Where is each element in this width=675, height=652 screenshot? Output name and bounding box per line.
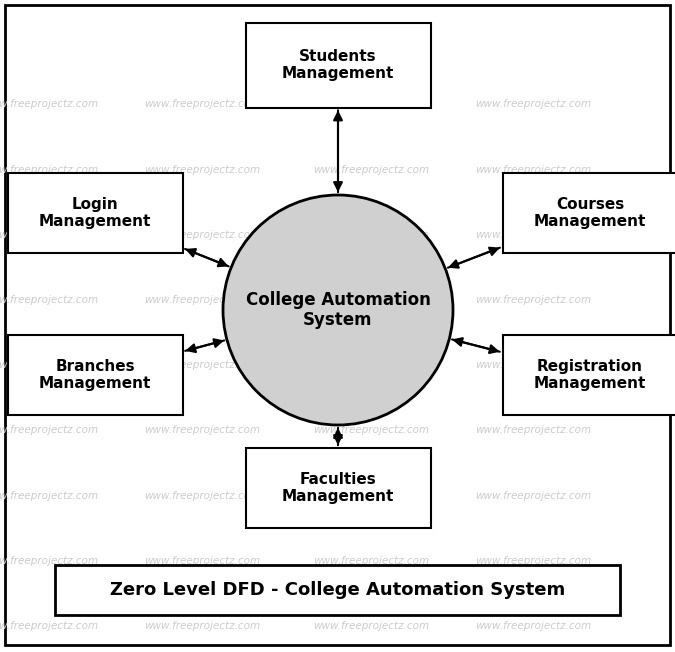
Text: www.freeprojectz.com: www.freeprojectz.com <box>144 164 261 175</box>
Text: www.freeprojectz.com: www.freeprojectz.com <box>144 230 261 240</box>
Text: www.freeprojectz.com: www.freeprojectz.com <box>313 425 429 436</box>
Text: www.freeprojectz.com: www.freeprojectz.com <box>144 621 261 631</box>
Circle shape <box>223 195 453 425</box>
Text: www.freeprojectz.com: www.freeprojectz.com <box>475 425 591 436</box>
Text: Branches
Management: Branches Management <box>38 359 151 391</box>
Text: www.freeprojectz.com: www.freeprojectz.com <box>0 99 99 110</box>
Bar <box>246 23 431 108</box>
Text: Students
Management: Students Management <box>282 49 394 82</box>
Bar <box>502 335 675 415</box>
Text: Courses
Management: Courses Management <box>534 197 646 230</box>
Text: www.freeprojectz.com: www.freeprojectz.com <box>144 99 261 110</box>
Text: www.freeprojectz.com: www.freeprojectz.com <box>475 621 591 631</box>
Bar <box>246 448 431 528</box>
Bar <box>55 565 620 615</box>
Text: www.freeprojectz.com: www.freeprojectz.com <box>475 99 591 110</box>
Bar <box>7 335 182 415</box>
Text: www.freeprojectz.com: www.freeprojectz.com <box>475 230 591 240</box>
Text: Zero Level DFD - College Automation System: Zero Level DFD - College Automation Syst… <box>110 581 565 599</box>
Text: www.freeprojectz.com: www.freeprojectz.com <box>313 99 429 110</box>
Text: www.freeprojectz.com: www.freeprojectz.com <box>475 164 591 175</box>
Text: www.freeprojectz.com: www.freeprojectz.com <box>313 360 429 370</box>
Text: www.freeprojectz.com: www.freeprojectz.com <box>0 490 99 501</box>
Text: www.freeprojectz.com: www.freeprojectz.com <box>0 360 99 370</box>
Text: www.freeprojectz.com: www.freeprojectz.com <box>0 164 99 175</box>
Text: www.freeprojectz.com: www.freeprojectz.com <box>0 556 99 566</box>
Text: www.freeprojectz.com: www.freeprojectz.com <box>0 425 99 436</box>
Bar <box>7 173 182 253</box>
Text: www.freeprojectz.com: www.freeprojectz.com <box>0 621 99 631</box>
Text: www.freeprojectz.com: www.freeprojectz.com <box>313 230 429 240</box>
Text: www.freeprojectz.com: www.freeprojectz.com <box>313 490 429 501</box>
Text: www.freeprojectz.com: www.freeprojectz.com <box>144 295 261 305</box>
Text: www.freeprojectz.com: www.freeprojectz.com <box>475 360 591 370</box>
Text: www.freeprojectz.com: www.freeprojectz.com <box>0 230 99 240</box>
Text: www.freeprojectz.com: www.freeprojectz.com <box>475 295 591 305</box>
Text: www.freeprojectz.com: www.freeprojectz.com <box>475 490 591 501</box>
Text: www.freeprojectz.com: www.freeprojectz.com <box>144 360 261 370</box>
Bar <box>502 173 675 253</box>
Text: www.freeprojectz.com: www.freeprojectz.com <box>313 295 429 305</box>
Text: www.freeprojectz.com: www.freeprojectz.com <box>144 556 261 566</box>
Text: College Automation
System: College Automation System <box>246 291 431 329</box>
Text: Registration
Management: Registration Management <box>534 359 646 391</box>
Text: www.freeprojectz.com: www.freeprojectz.com <box>313 556 429 566</box>
Text: www.freeprojectz.com: www.freeprojectz.com <box>313 621 429 631</box>
Text: www.freeprojectz.com: www.freeprojectz.com <box>144 425 261 436</box>
Text: www.freeprojectz.com: www.freeprojectz.com <box>0 295 99 305</box>
Text: www.freeprojectz.com: www.freeprojectz.com <box>475 556 591 566</box>
Text: www.freeprojectz.com: www.freeprojectz.com <box>313 164 429 175</box>
Text: Faculties
Management: Faculties Management <box>282 472 394 504</box>
Text: www.freeprojectz.com: www.freeprojectz.com <box>144 490 261 501</box>
Text: Login
Management: Login Management <box>38 197 151 230</box>
